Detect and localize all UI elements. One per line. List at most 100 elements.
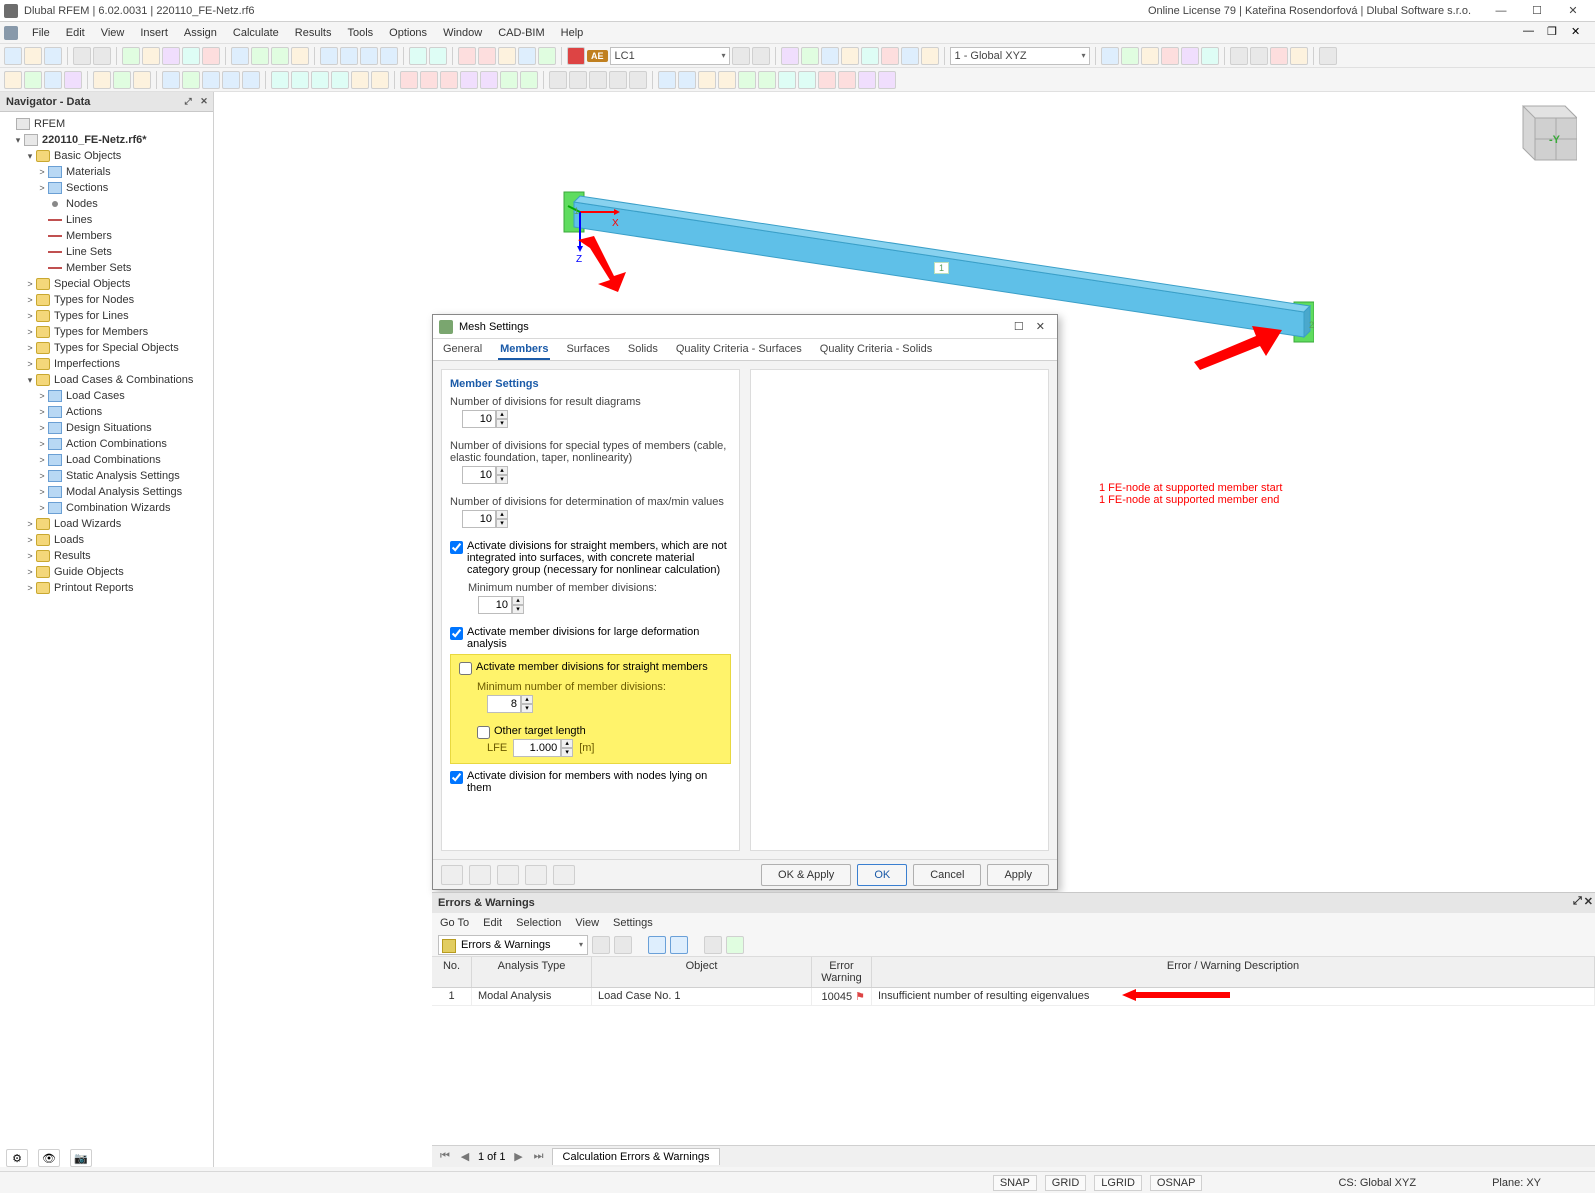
tb-icon[interactable] xyxy=(400,71,418,89)
menu-options[interactable]: Options xyxy=(381,27,435,39)
tb-icon[interactable] xyxy=(271,71,289,89)
menubar-restore-icon[interactable]: ❐ xyxy=(1547,25,1563,41)
checkbox[interactable] xyxy=(450,771,463,784)
errors-table[interactable]: No. Analysis Type Object Error Warning E… xyxy=(432,957,1595,1145)
lfe-input[interactable] xyxy=(513,739,561,757)
tb-icon[interactable] xyxy=(1121,47,1139,65)
tb-icon[interactable] xyxy=(251,47,269,65)
tree-item[interactable]: >Combination Wizards xyxy=(0,500,213,516)
status-lgrid[interactable]: LGRID xyxy=(1094,1175,1142,1191)
tree-item[interactable]: ▾Basic Objects xyxy=(0,148,213,164)
tb-icon[interactable] xyxy=(113,71,131,89)
spin-down-icon[interactable]: ▾ xyxy=(521,704,533,713)
tb-icon[interactable] xyxy=(901,47,919,65)
divisions-special-spin[interactable]: ▴▾ xyxy=(462,466,508,484)
min-divisions-spin[interactable]: ▴▾ xyxy=(478,596,524,614)
tree-item[interactable]: >Types for Special Objects xyxy=(0,340,213,356)
tb-icon[interactable] xyxy=(351,71,369,89)
tab-prev-icon[interactable]: ◀ xyxy=(458,1150,472,1163)
hl-min-divisions-input[interactable] xyxy=(487,695,521,713)
menu-file[interactable]: File xyxy=(24,27,58,39)
tb-icon[interactable] xyxy=(331,71,349,89)
close-button[interactable]: ✕ xyxy=(1555,0,1591,22)
spin-down-icon[interactable]: ▾ xyxy=(512,605,524,614)
dialog-maximize-icon[interactable]: ☐ xyxy=(1014,320,1024,333)
tree-item[interactable]: >Loads xyxy=(0,532,213,548)
tab-solids[interactable]: Solids xyxy=(626,340,660,360)
tab-calc-errors[interactable]: Calculation Errors & Warnings xyxy=(552,1148,721,1165)
tree-item[interactable]: >Sections xyxy=(0,180,213,196)
tree-item[interactable]: >Static Analysis Settings xyxy=(0,468,213,484)
tb-icon[interactable] xyxy=(609,71,627,89)
tab-members[interactable]: Members xyxy=(498,340,550,360)
tb-icon[interactable] xyxy=(271,47,289,65)
tree-item[interactable]: >Design Situations xyxy=(0,420,213,436)
menubar-min-icon[interactable]: — xyxy=(1523,25,1539,41)
spin-up-icon[interactable]: ▴ xyxy=(561,739,573,748)
tree-file[interactable]: 220110_FE-Netz.rf6* xyxy=(42,134,147,146)
err-menu-selection[interactable]: Selection xyxy=(516,917,561,929)
tb-icon[interactable] xyxy=(162,71,180,89)
tb-icon[interactable] xyxy=(1250,47,1268,65)
tb-icon[interactable] xyxy=(458,47,476,65)
tb-icon[interactable] xyxy=(122,47,140,65)
tree-item[interactable]: >Results xyxy=(0,548,213,564)
tb-icon[interactable] xyxy=(1319,47,1337,65)
tb-icon[interactable] xyxy=(1201,47,1219,65)
tb-save-icon[interactable] xyxy=(44,47,62,65)
tb-icon[interactable] xyxy=(500,71,518,89)
app-menu-icon[interactable] xyxy=(4,26,18,40)
spin-down-icon[interactable]: ▾ xyxy=(496,419,508,428)
tb-icon[interactable] xyxy=(202,71,220,89)
err-tool-icon[interactable] xyxy=(648,936,666,954)
tree-item[interactable]: >Types for Lines xyxy=(0,308,213,324)
tb-icon[interactable] xyxy=(498,47,516,65)
spin-up-icon[interactable]: ▴ xyxy=(496,510,508,519)
tb-icon[interactable] xyxy=(718,71,736,89)
tb-icon[interactable] xyxy=(1290,47,1308,65)
err-menu-view[interactable]: View xyxy=(575,917,599,929)
tb-icon[interactable] xyxy=(589,71,607,89)
loadcase-combo[interactable]: LC1 xyxy=(610,47,730,65)
apply-button[interactable]: Apply xyxy=(987,864,1049,886)
tb-icon[interactable] xyxy=(420,71,438,89)
tb-prev-icon[interactable] xyxy=(732,47,750,65)
menu-edit[interactable]: Edit xyxy=(58,27,93,39)
tb-icon[interactable] xyxy=(758,71,776,89)
err-tool-icon[interactable] xyxy=(670,936,688,954)
err-prev-icon[interactable] xyxy=(592,936,610,954)
tb-icon[interactable] xyxy=(320,47,338,65)
tb-record-icon[interactable] xyxy=(567,47,585,65)
tree-item[interactable]: >Types for Members xyxy=(0,324,213,340)
panel-close-icon[interactable]: ✕ xyxy=(1584,895,1593,908)
tb-icon[interactable] xyxy=(798,71,816,89)
tree-item[interactable]: >Guide Objects xyxy=(0,564,213,580)
tb-icon[interactable] xyxy=(460,71,478,89)
camera-icon[interactable]: 📷 xyxy=(70,1149,92,1167)
menu-calculate[interactable]: Calculate xyxy=(225,27,287,39)
tree-item[interactable]: ▾Load Cases & Combinations xyxy=(0,372,213,388)
tb-icon[interactable] xyxy=(569,71,587,89)
tb-icon[interactable] xyxy=(538,47,556,65)
tb-icon[interactable] xyxy=(861,47,879,65)
tb-redo-icon[interactable] xyxy=(93,47,111,65)
spin-up-icon[interactable]: ▴ xyxy=(521,695,533,704)
status-osnap[interactable]: OSNAP xyxy=(1150,1175,1203,1191)
checkbox[interactable] xyxy=(450,541,463,554)
tb-icon[interactable] xyxy=(1181,47,1199,65)
tb-icon[interactable] xyxy=(921,47,939,65)
tb-icon[interactable] xyxy=(878,71,896,89)
tb-icon[interactable] xyxy=(440,71,458,89)
ok-button[interactable]: OK xyxy=(857,864,907,886)
tree-root[interactable]: RFEM xyxy=(34,118,65,130)
tb-icon[interactable] xyxy=(291,71,309,89)
tb-icon[interactable] xyxy=(231,47,249,65)
footer-tool-icon[interactable] xyxy=(497,865,519,885)
tree-item[interactable]: >Actions xyxy=(0,404,213,420)
tb-icon[interactable] xyxy=(478,47,496,65)
tb-icon[interactable] xyxy=(838,71,856,89)
tb-icon[interactable] xyxy=(781,47,799,65)
divisions-result-input[interactable] xyxy=(462,410,496,428)
tree-item[interactable]: Members xyxy=(0,228,213,244)
menubar-close-icon[interactable]: ✕ xyxy=(1571,25,1587,41)
